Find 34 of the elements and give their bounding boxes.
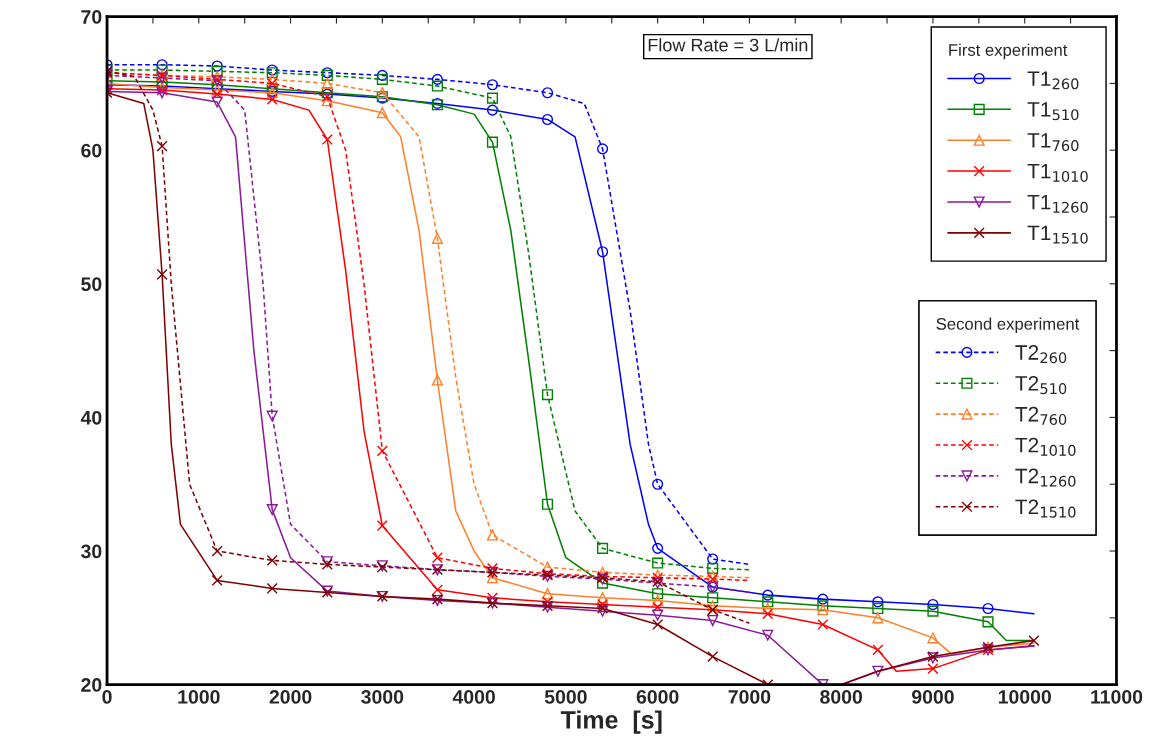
legend-label: T1$_{1260}$ [1027,194,1088,213]
x-tick-label: 5000 [544,690,587,704]
x-tick-label: 7000 [728,690,771,704]
legend-label: T2$_{1510}$ [1015,499,1076,518]
legend-label: T1$_{1010}$ [1027,164,1088,182]
x-axis-title: Time [s] [560,710,662,734]
x-tick-label: 8000 [820,690,862,704]
y-tick-label: 40 [80,410,102,425]
legend-label: T1$_{760}$ [1027,133,1079,152]
x-tick-label: 3000 [361,690,404,704]
y-tick-label: 70 [81,10,102,24]
x-tick-label: 0 [102,690,112,704]
x-tick-label: 2000 [269,690,312,704]
x-tick-label: 1000 [178,690,220,704]
y-tick-label: 50 [81,277,102,292]
legend-label: T2$_{1010}$ [1015,437,1076,456]
y-tick-label: 30 [81,544,102,559]
text: Second experiment [936,317,1080,334]
legend-label: T1$_{260}$ [1027,71,1079,90]
legend-label: T1$_{1510}$ [1027,225,1088,244]
legend-label: T2$_{510}$ [1015,375,1067,395]
x-tick-label: 4000 [452,690,495,704]
x-tick-label: 6000 [636,690,679,704]
legend-label: T2$_{260}$ [1015,345,1067,364]
y-tick-label: 60 [81,143,102,158]
x-tick-label: 10000 [998,690,1051,704]
annotation: Flow Rate = 3 L/min [648,38,808,52]
legend-label: T1$_{510}$ [1027,102,1079,121]
y-tick-label: 20 [81,678,102,692]
text: First experiment [949,43,1068,60]
legend-label: T2$_{760}$ [1015,406,1067,426]
x-tick-label: 9000 [911,690,954,704]
legend-label: T2$_{1260}$ [1015,468,1076,487]
x-tick-label: 11000 [1091,690,1143,704]
